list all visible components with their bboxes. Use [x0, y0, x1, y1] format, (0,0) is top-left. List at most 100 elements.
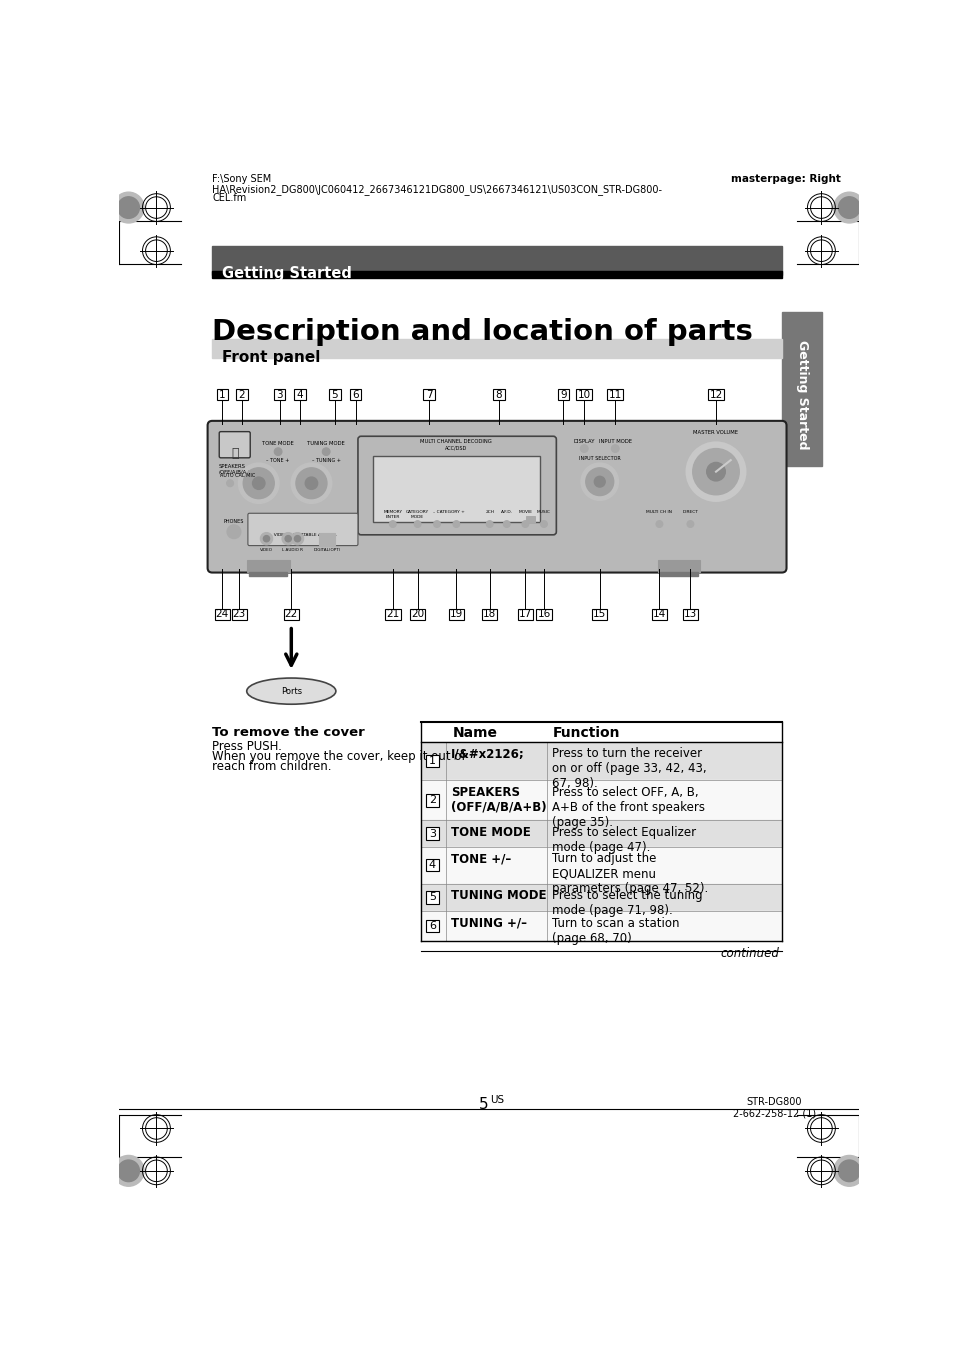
- Text: PHONES: PHONES: [224, 518, 244, 524]
- Circle shape: [113, 192, 144, 222]
- Text: 2: 2: [428, 795, 436, 806]
- Circle shape: [453, 521, 459, 528]
- Bar: [319, 533, 335, 546]
- Text: MULTI CHANNEL DECODING: MULTI CHANNEL DECODING: [420, 439, 492, 445]
- Bar: [421, 821, 781, 847]
- Text: – CATEGORY +: – CATEGORY +: [433, 510, 464, 514]
- Text: – TONE +: – TONE +: [266, 458, 290, 462]
- Text: 4: 4: [296, 390, 303, 400]
- Bar: [216, 389, 228, 400]
- Text: L AUDIO R: L AUDIO R: [282, 548, 303, 552]
- Bar: [423, 389, 435, 400]
- Text: 3: 3: [276, 390, 283, 400]
- Text: SPEAKERS
(OFF/A/B/A+B): SPEAKERS (OFF/A/B/A+B): [218, 464, 256, 475]
- Text: SPEAKERS
(OFF/A/B/A+B): SPEAKERS (OFF/A/B/A+B): [451, 786, 546, 814]
- Circle shape: [656, 521, 662, 528]
- Text: TONE +/–: TONE +/–: [451, 852, 511, 865]
- Circle shape: [692, 449, 739, 495]
- Bar: [682, 608, 698, 619]
- Text: F:\Sony SEM: F:\Sony SEM: [212, 175, 272, 184]
- Circle shape: [486, 521, 493, 528]
- Text: INPUT MODE: INPUT MODE: [598, 439, 631, 443]
- Text: 8: 8: [496, 390, 502, 400]
- Text: A.F.D.: A.F.D.: [500, 510, 512, 514]
- Circle shape: [274, 447, 282, 456]
- Text: DIRECT: DIRECT: [681, 510, 698, 514]
- Bar: [557, 389, 569, 400]
- Text: Ports: Ports: [280, 686, 301, 696]
- Text: TUNING MODE: TUNING MODE: [307, 441, 345, 446]
- Circle shape: [291, 464, 332, 503]
- Text: 7: 7: [425, 390, 432, 400]
- Text: 18: 18: [482, 610, 496, 619]
- Circle shape: [433, 521, 440, 528]
- Text: Press PUSH.: Press PUSH.: [212, 739, 282, 753]
- Bar: [536, 608, 551, 619]
- Bar: [274, 389, 285, 400]
- Bar: [651, 608, 666, 619]
- Circle shape: [227, 525, 241, 539]
- Circle shape: [282, 532, 294, 544]
- Text: 10: 10: [578, 390, 590, 400]
- Circle shape: [611, 445, 618, 453]
- Circle shape: [227, 480, 233, 487]
- Text: I/&#x2126;: I/&#x2126;: [451, 747, 524, 760]
- Text: CEL.fm: CEL.fm: [212, 192, 246, 203]
- Text: Getting Started: Getting Started: [222, 266, 352, 281]
- Bar: [350, 389, 361, 400]
- Circle shape: [833, 192, 863, 222]
- Text: MASTER VOLUME: MASTER VOLUME: [693, 430, 738, 435]
- Text: 4: 4: [428, 861, 436, 870]
- FancyBboxPatch shape: [208, 421, 785, 573]
- Bar: [247, 561, 290, 572]
- Text: Function: Function: [553, 726, 620, 739]
- Circle shape: [414, 521, 420, 528]
- Bar: [525, 516, 535, 524]
- Circle shape: [389, 521, 395, 528]
- Circle shape: [521, 521, 528, 528]
- Text: Description and location of parts: Description and location of parts: [212, 318, 752, 345]
- Text: Name: Name: [452, 726, 497, 739]
- Text: 22: 22: [284, 610, 297, 619]
- Bar: [385, 608, 400, 619]
- Text: STR-DG800
2-662-258-12 (1): STR-DG800 2-662-258-12 (1): [732, 1097, 815, 1118]
- Circle shape: [686, 521, 693, 528]
- Text: TONE MODE: TONE MODE: [451, 825, 530, 839]
- Bar: [212, 271, 781, 278]
- Ellipse shape: [247, 678, 335, 704]
- FancyBboxPatch shape: [219, 431, 250, 458]
- Text: 20: 20: [411, 610, 424, 619]
- Bar: [659, 572, 698, 576]
- Bar: [426, 891, 438, 903]
- FancyBboxPatch shape: [248, 513, 357, 546]
- Bar: [294, 389, 305, 400]
- Text: 2: 2: [238, 390, 245, 400]
- Circle shape: [291, 532, 303, 544]
- Circle shape: [838, 1159, 860, 1181]
- Bar: [448, 608, 464, 619]
- Circle shape: [503, 521, 510, 528]
- Text: MEMORY
ENTER: MEMORY ENTER: [383, 510, 402, 518]
- Bar: [592, 608, 607, 619]
- Text: Front panel: Front panel: [222, 351, 320, 366]
- Bar: [426, 859, 438, 872]
- Text: 16: 16: [537, 610, 550, 619]
- Text: 21: 21: [386, 610, 399, 619]
- Text: Press to select Equalizer
mode (page 47).: Press to select Equalizer mode (page 47)…: [551, 825, 695, 854]
- Text: Turn to scan a station
(page 68, 70).: Turn to scan a station (page 68, 70).: [551, 917, 679, 945]
- Text: 5: 5: [478, 1097, 488, 1112]
- Text: Getting Started: Getting Started: [795, 340, 808, 449]
- Bar: [421, 847, 781, 884]
- Bar: [426, 919, 438, 932]
- Circle shape: [117, 1159, 139, 1181]
- Text: 6: 6: [429, 921, 436, 932]
- Text: 19: 19: [449, 610, 462, 619]
- Bar: [607, 389, 622, 400]
- Bar: [426, 794, 438, 806]
- Text: 12: 12: [709, 390, 721, 400]
- Text: 2CH: 2CH: [485, 510, 494, 514]
- Bar: [283, 608, 298, 619]
- Text: — VIDEO 3 (PORTABLE AV IN) —: — VIDEO 3 (PORTABLE AV IN) —: [268, 532, 337, 536]
- Circle shape: [322, 447, 330, 456]
- Text: 1: 1: [429, 756, 436, 767]
